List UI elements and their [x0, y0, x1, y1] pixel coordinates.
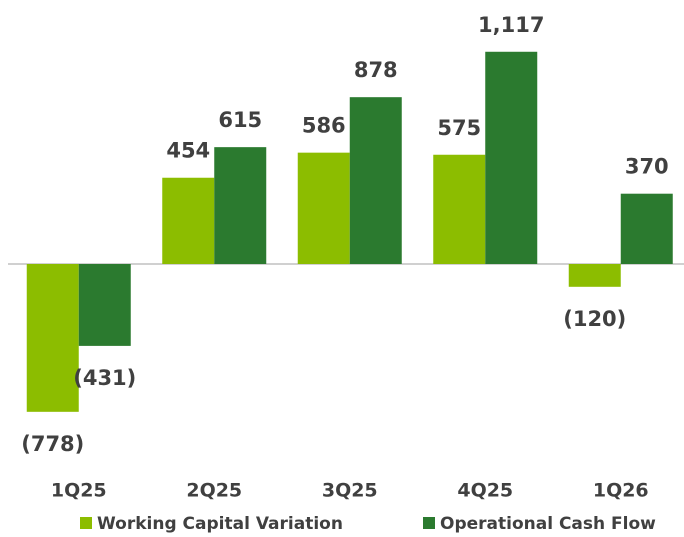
value-label: 586 — [302, 114, 346, 138]
legend-label: Working Capital Variation — [97, 514, 343, 534]
bar — [214, 147, 267, 264]
value-label: (120) — [563, 307, 626, 331]
x-tick-label: 1Q26 — [593, 480, 649, 502]
bar — [433, 154, 486, 264]
value-label: 615 — [218, 108, 262, 132]
x-tick-label: 4Q25 — [457, 480, 513, 502]
bar — [26, 264, 79, 412]
value-label: 370 — [625, 155, 669, 179]
x-tick-label: 1Q25 — [51, 480, 107, 502]
value-label: 454 — [166, 139, 210, 163]
bar — [78, 264, 131, 346]
legend-swatch — [423, 517, 435, 529]
x-tick-label: 3Q25 — [322, 480, 378, 502]
bar — [485, 51, 538, 264]
bar — [568, 264, 621, 287]
value-label: 878 — [354, 58, 398, 82]
bar — [162, 177, 215, 264]
bar — [349, 97, 402, 265]
legend-swatch — [80, 517, 92, 529]
bar — [297, 152, 350, 264]
value-label: (778) — [21, 432, 84, 456]
bar — [620, 193, 673, 264]
legend-label: Operational Cash Flow — [440, 514, 656, 534]
value-label: 1,117 — [478, 13, 544, 37]
value-label: (431) — [73, 366, 136, 390]
value-label: 575 — [437, 116, 481, 140]
x-tick-label: 2Q25 — [186, 480, 242, 502]
